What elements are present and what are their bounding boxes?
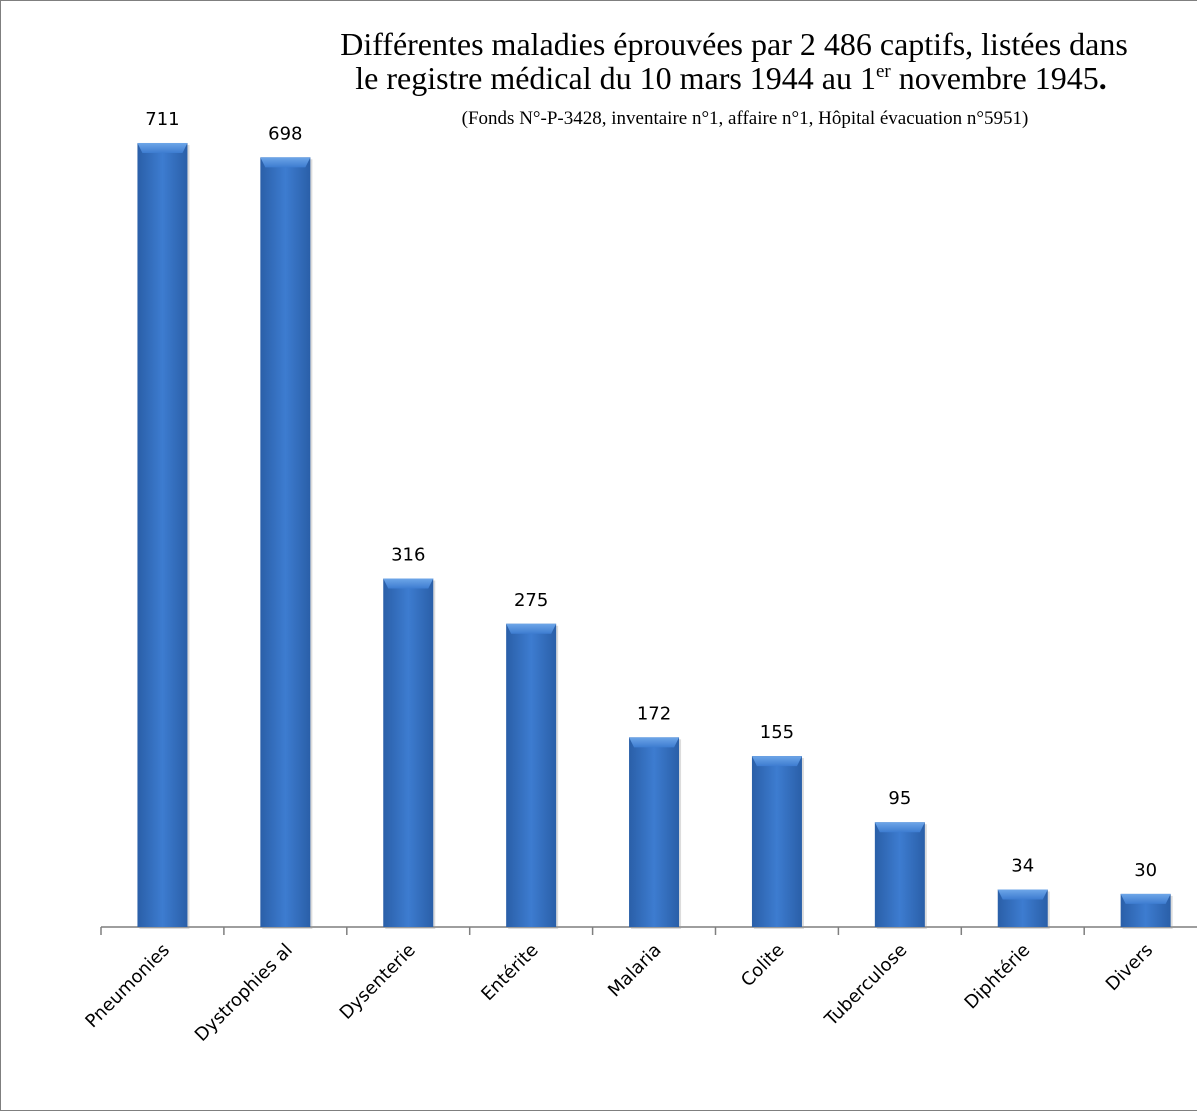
bar-body [751,756,802,927]
chart-title-line2-main: le registre médical du 10 mars 1944 au 1 [355,60,876,96]
bar-3 [506,623,559,929]
category-label: Dysenterie [336,940,420,1024]
data-label: 155 [760,722,794,743]
bar-body [629,737,680,927]
bar-bevel [137,142,188,153]
x-axis-ticks [100,927,1085,935]
bars [137,142,1173,930]
chart-title-line2-dot: . [1099,60,1107,96]
bar-8 [1120,893,1173,929]
data-label: 316 [391,545,425,566]
data-label: 95 [888,788,911,809]
bar-2 [383,578,436,929]
data-label: 34 [1011,856,1034,877]
category-label: Pneumonies [81,940,174,1033]
bar-0 [137,142,190,930]
bar-6 [874,822,927,929]
category-label: Divers [1102,940,1157,995]
bar-5 [751,756,804,929]
bar-body [137,142,188,928]
bar-bevel [997,889,1048,900]
chart-subtitle: (Fonds N°-P-3428, inventaire n°1, affair… [462,108,1029,129]
chart-title-line2: le registre médical du 10 mars 1944 au 1… [355,60,1106,96]
bar-7 [997,889,1050,929]
category-label: Tuberculose [820,940,911,1031]
bar-bevel [383,578,434,589]
data-label: 172 [637,703,671,724]
category-label: Colite [737,940,788,991]
bar-body [506,623,557,927]
bar-body [260,157,311,927]
bar-bevel [506,623,557,634]
bar-4 [629,737,682,929]
chart-title-line2-end: novembre 1945 [891,60,1099,96]
category-label: Malaria [604,940,666,1002]
data-label: 711 [145,109,179,130]
bar-body [383,578,434,927]
data-label: 698 [268,123,302,144]
data-label: 275 [514,590,548,611]
bar-bevel [260,157,311,168]
data-labels: 711 698 316 275 172 155 95 34 30 [145,109,1157,881]
data-label: 30 [1134,860,1157,881]
bar-bevel [629,737,680,748]
bar-body [874,822,925,927]
category-label: Entérite [477,940,542,1005]
chart-title-line1: Différentes maladies éprouvées par 2 486… [340,26,1128,62]
bar-bevel [874,822,925,833]
category-label: Dystrophies al [191,940,297,1046]
bar-1 [260,157,313,929]
category-labels: Pneumonies Dystrophies al Dysenterie Entéri… [81,940,1157,1046]
chart-title-line2-superscript: er [876,61,891,82]
bar-bevel [1120,893,1171,904]
bar-bevel [751,756,802,767]
category-label: Diphtérie [961,940,1035,1014]
